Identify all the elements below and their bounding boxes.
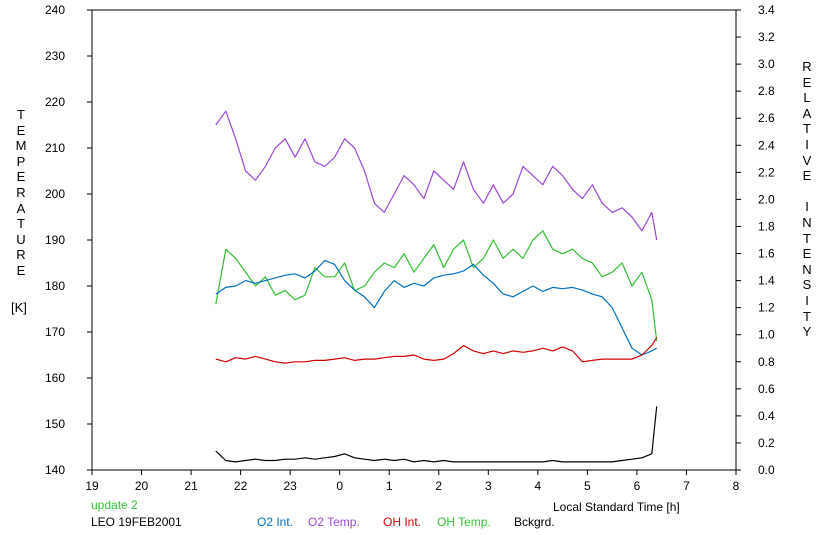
x-tick-label: 19 <box>85 479 99 493</box>
series-line-o2-temp <box>215 110 658 241</box>
y-right-tick-label: 2.8 <box>758 84 775 98</box>
axis-label-letter: T <box>803 230 811 246</box>
legend-oh-temp: OH Temp. <box>437 515 491 529</box>
x-tick-label: 6 <box>634 479 641 493</box>
axis-label-letter: T <box>803 308 811 324</box>
legend-o2-temp: O2 Temp. <box>308 515 360 529</box>
y-right-tick-label: 3.0 <box>758 57 775 71</box>
series-line-bckgrd <box>215 406 658 463</box>
x-tick-label: 5 <box>584 479 591 493</box>
y-left-tick-label: 170 <box>45 325 65 339</box>
plot-frame <box>91 9 737 471</box>
legend-o2-int: O2 Int. <box>257 515 294 529</box>
axis-label-letter: E <box>16 262 26 278</box>
legend-oh-int: OH Int. <box>383 515 422 529</box>
x-tick-label: 22 <box>234 479 248 493</box>
axis-label-letter: N <box>802 261 812 277</box>
x-tick-label: 4 <box>535 479 542 493</box>
axis-label-letter: E <box>16 169 26 185</box>
axis-label-letter: U <box>16 231 26 247</box>
y-left-tick-label: 240 <box>45 3 65 17</box>
y-left-tick-label: 200 <box>45 187 65 201</box>
x-tick-label: 21 <box>184 479 198 493</box>
y-right-tick-label: 1.8 <box>758 219 775 233</box>
y-right-tick-label: 2.0 <box>758 192 775 206</box>
x-tick-label: 1 <box>386 479 393 493</box>
y-left-tick-label: 160 <box>45 371 65 385</box>
series-line-oh-int <box>215 337 658 364</box>
x-tick-label: 23 <box>283 479 297 493</box>
y-left-tick-label: 150 <box>45 417 65 431</box>
axis-label-letter: E <box>16 122 26 138</box>
y-right-tick-label: 2.2 <box>758 165 775 179</box>
series-line-o2-int <box>215 259 657 356</box>
y-right-tick-label: 2.6 <box>758 111 775 125</box>
axis-label-letter: A <box>802 105 812 121</box>
station-label: LEO 19FEB2001 <box>91 515 182 529</box>
axis-label-letter: E <box>802 168 812 184</box>
axis-label-letter: L <box>803 90 811 106</box>
x-tick-label: 3 <box>485 479 492 493</box>
annotation-update: update 2 <box>91 498 138 512</box>
y-left-tick-label: 140 <box>45 463 65 477</box>
y-right-tick-label: 3.2 <box>758 30 775 44</box>
axis-label-letter: E <box>802 74 812 90</box>
y-left-tick-label: 220 <box>45 95 65 109</box>
axis-label-letter: E <box>802 246 812 262</box>
axis-label-letter: V <box>802 152 812 168</box>
y-left-tick-label: 190 <box>45 233 65 247</box>
series-layer <box>215 110 658 463</box>
axis-label-letter: A <box>16 200 26 216</box>
axis-label-letter: T <box>803 121 811 137</box>
x-tick-label: 7 <box>683 479 690 493</box>
x-tick-label: 0 <box>336 479 343 493</box>
y-axis-left-unit: [K] <box>11 300 27 315</box>
x-axis: 19 20 21 22 23 0 1 2 3 4 5 6 7 8 <box>85 470 740 493</box>
y-right-tick-label: 0.2 <box>758 436 775 450</box>
axis-label-letter: S <box>802 277 812 293</box>
axis-label-letter: I <box>805 136 809 152</box>
x-axis-label: Local Standard Time [h] <box>553 500 680 514</box>
axis-label-letter: I <box>805 199 809 215</box>
x-tick-label: 8 <box>733 479 740 493</box>
y-right-tick-label: 1.6 <box>758 247 775 261</box>
y-left-tick-label: 210 <box>45 141 65 155</box>
y-right-tick-label: 2.4 <box>758 138 775 152</box>
legend-bckgrd: Bckgrd. <box>514 515 555 529</box>
y-left-tick-label: 180 <box>45 279 65 293</box>
axis-label-letter: R <box>16 247 26 263</box>
y-right-tick-label: 1.2 <box>758 301 775 315</box>
y-right-tick-label: 1.4 <box>758 274 775 288</box>
y-axis-left: 140 150 160 170 180 190 200 210 220 230 240 <box>45 3 92 477</box>
y-right-tick-label: 0.6 <box>758 382 775 396</box>
y-right-tick-label: 1.0 <box>758 328 775 342</box>
y-right-tick-label: 3.4 <box>758 3 775 17</box>
y-right-tick-label: 0.8 <box>758 355 775 369</box>
axis-label-letter: I <box>805 292 809 308</box>
axis-label-letter <box>797 185 817 201</box>
axis-label-letter: Y <box>802 324 812 340</box>
axis-label-letter: P <box>16 153 26 169</box>
axis-label-letter: M <box>15 138 27 154</box>
y-axis-right: 0.0 0.2 0.4 0.6 0.8 1.0 1.2 1.4 1.6 1.8 2.0 2.2 2.4 2… <box>736 3 775 477</box>
axis-label-letter: R <box>802 59 812 74</box>
axis-label-letter: N <box>802 214 812 230</box>
axis-label-letter: R <box>16 184 26 200</box>
y-right-tick-label: 0.4 <box>758 409 775 423</box>
axis-label-letter: T <box>17 216 25 232</box>
y-left-tick-label: 230 <box>45 49 65 63</box>
x-tick-label: 2 <box>435 479 442 493</box>
y-right-tick-label: 0.0 <box>758 463 775 477</box>
series-line-oh-temp <box>215 230 658 342</box>
axis-label-letter: T <box>17 107 25 122</box>
x-tick-label: 20 <box>135 479 149 493</box>
